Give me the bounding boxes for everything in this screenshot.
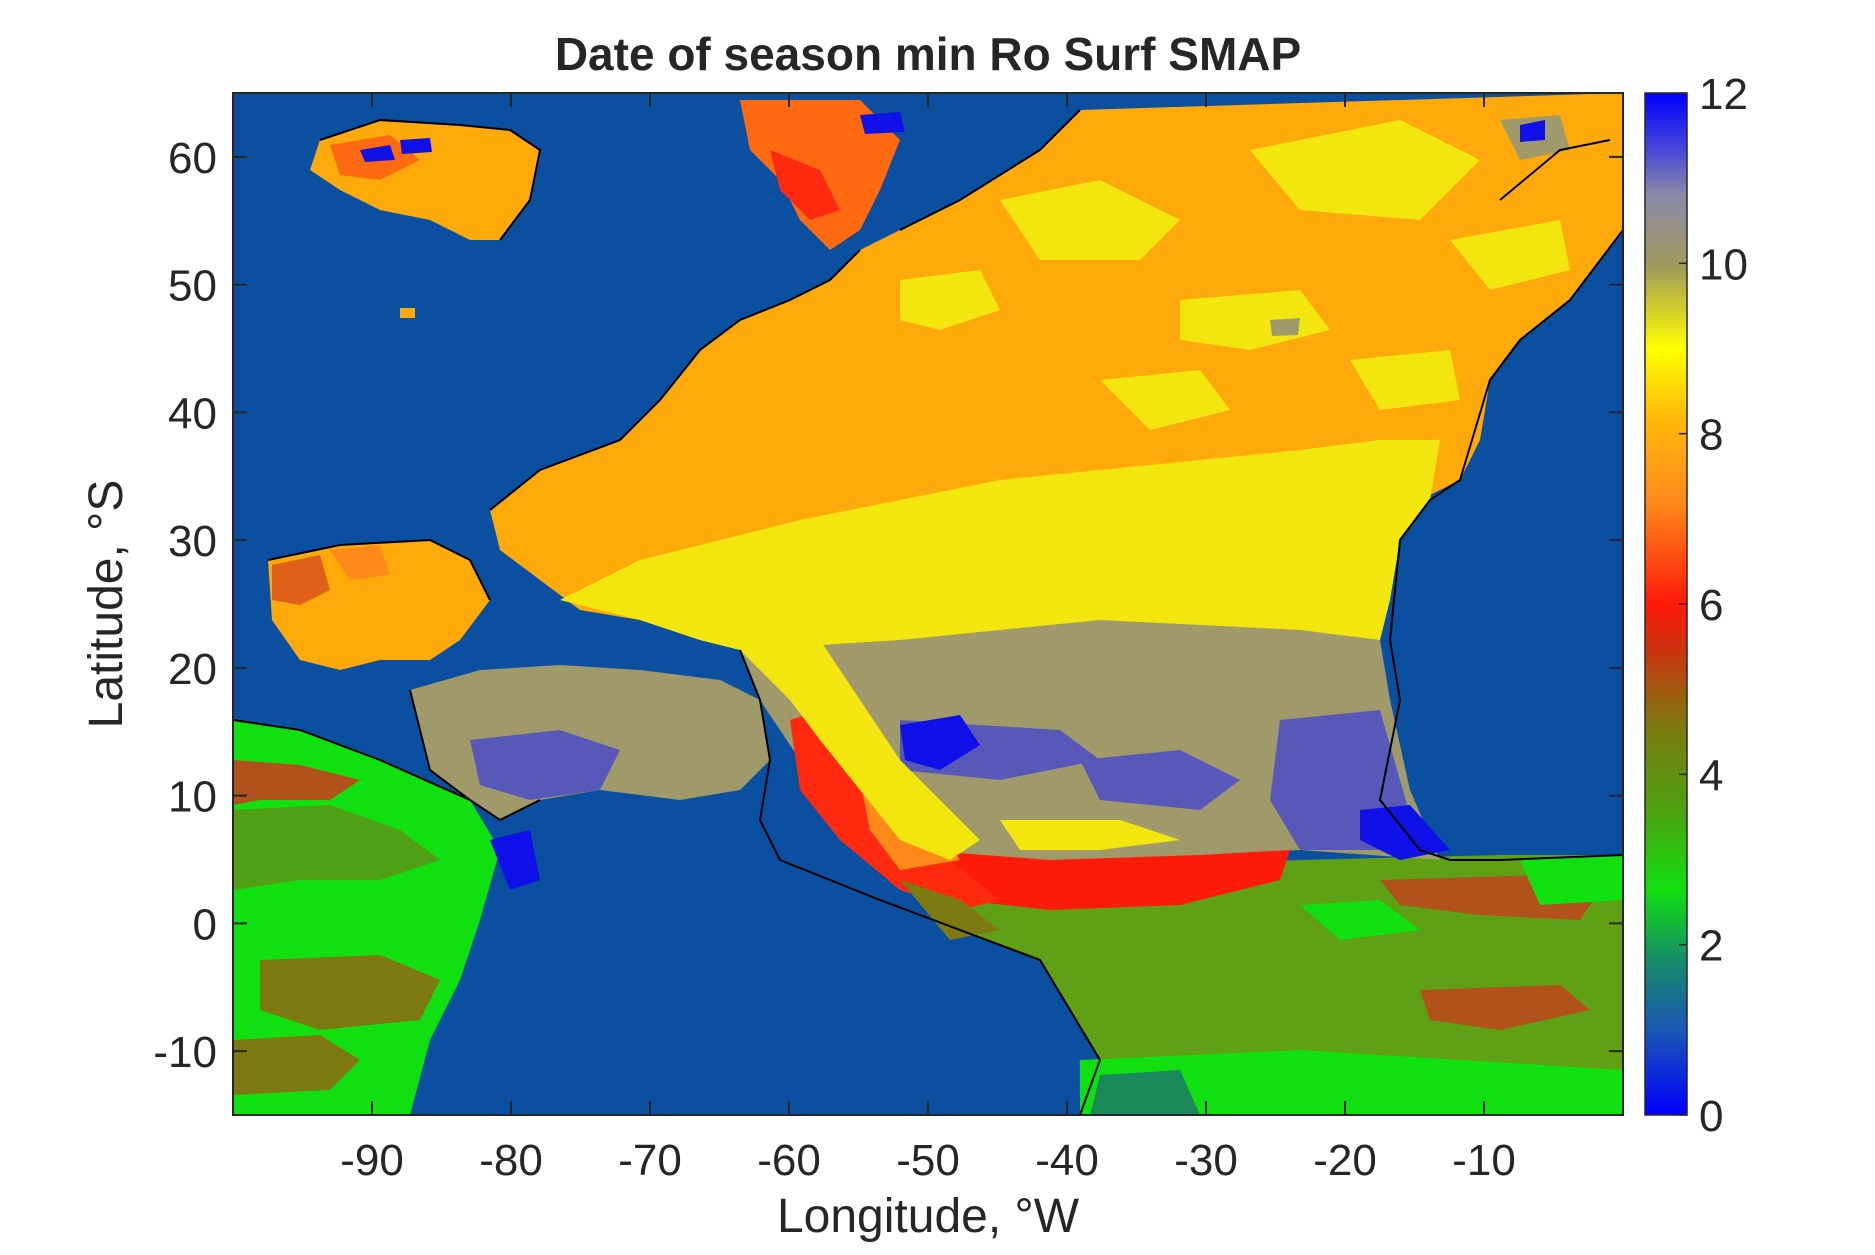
y-tick-label: 20 [168,645,217,694]
colorbar-tick-label: 8 [1699,411,1723,460]
colorbar-tick-label: 0 [1699,1092,1723,1141]
x-axis-label: Longitude, °W [777,1190,1080,1243]
colorbar-ticks: 0 2 4 6 8 10 12 [1679,70,1748,1141]
y-tick-label: -10 [153,1028,217,1077]
x-tick-label: -70 [618,1136,682,1185]
x-tick-label: -50 [896,1136,960,1185]
x-tick-label: -20 [1313,1136,1377,1185]
x-tick-label: -60 [757,1136,821,1185]
x-axis-ticks: -90 -80 -70 -60 -50 -40 -30 -20 -10 [340,93,1516,1185]
x-tick-label: -80 [479,1136,543,1185]
x-tick-label: -30 [1174,1136,1238,1185]
y-axis-label: Latitude, °S [80,480,133,729]
x-tick-label: -90 [340,1136,404,1185]
y-tick-label: 0 [193,900,217,949]
colorbar-tick-label: 4 [1699,751,1723,800]
coastlines [233,109,1623,1115]
ocean-field [233,93,1623,1115]
y-tick-label: 60 [168,134,217,183]
x-tick-label: -40 [1035,1136,1099,1185]
chart-title: Date of season min Ro Surf SMAP [555,28,1301,80]
y-tick-label: 50 [168,262,217,311]
y-tick-label: 30 [168,517,217,566]
colorbar-tick-label: 2 [1699,922,1723,971]
colorbar-tick-label: 6 [1699,581,1723,630]
colorbar-tick-label: 12 [1699,70,1748,119]
y-tick-label: 40 [168,389,217,438]
y-tick-label: 10 [168,773,217,822]
y-axis-ticks: -10 0 10 20 30 40 50 60 [153,134,1623,1077]
x-tick-label: -10 [1452,1136,1516,1185]
colorbar-tick-label: 10 [1699,240,1748,289]
